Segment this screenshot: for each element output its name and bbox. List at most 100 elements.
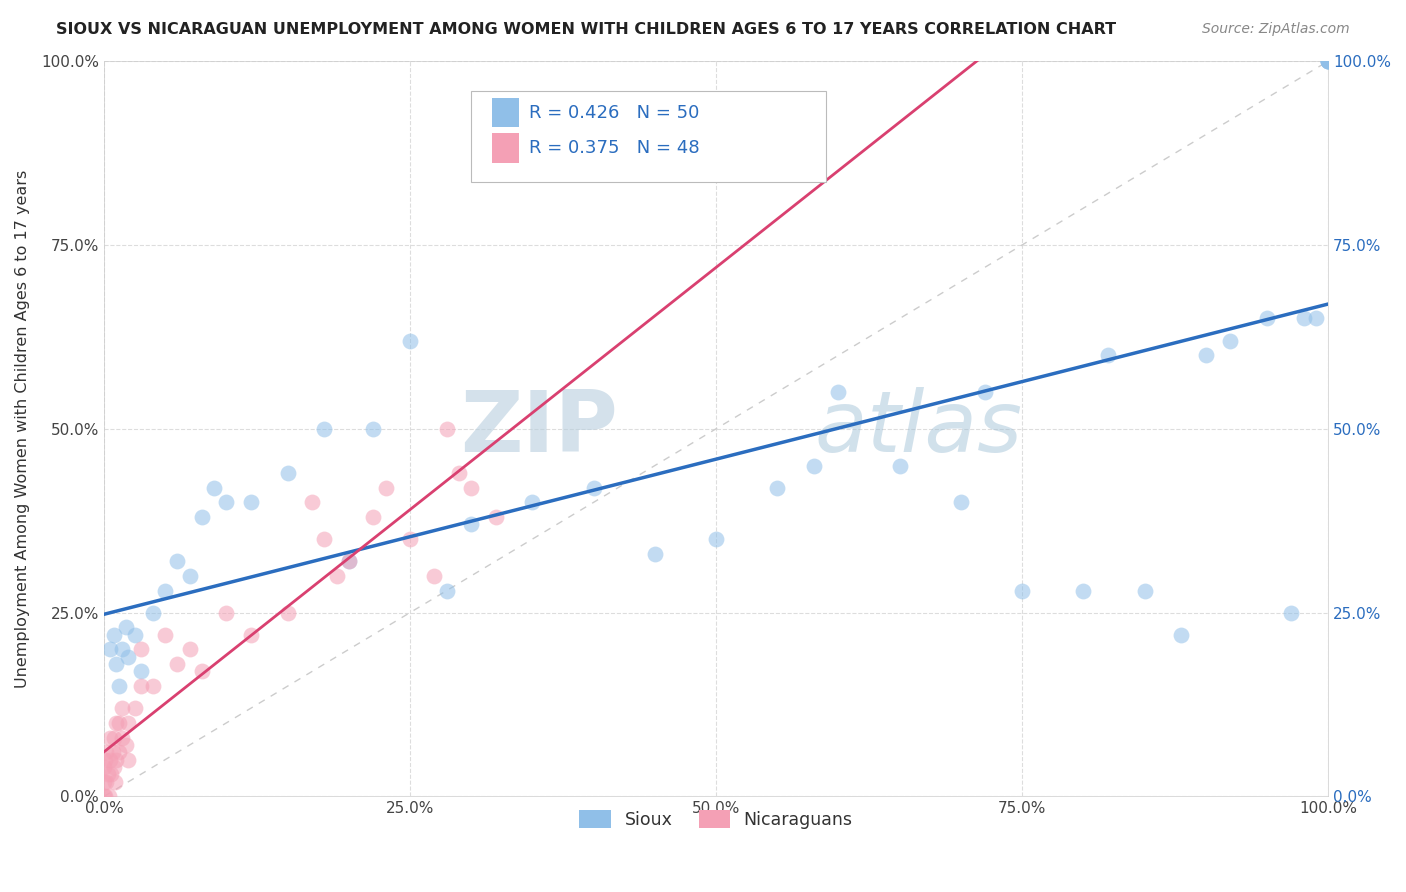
Point — [582, 481, 605, 495]
Point — [107, 715, 129, 730]
Point — [179, 569, 201, 583]
Point — [117, 649, 139, 664]
Point — [1195, 348, 1218, 362]
Point — [277, 466, 299, 480]
Point — [337, 554, 360, 568]
Point — [94, 789, 117, 804]
Text: R = 0.426   N = 50: R = 0.426 N = 50 — [529, 103, 699, 121]
Point — [485, 510, 508, 524]
Point — [1317, 54, 1340, 69]
Point — [301, 495, 323, 509]
Bar — [492, 133, 519, 162]
Point — [129, 679, 152, 693]
Text: ZIP: ZIP — [460, 387, 619, 470]
Point — [124, 628, 146, 642]
Point — [949, 495, 972, 509]
Point — [166, 657, 188, 671]
Point — [1011, 583, 1033, 598]
Point — [974, 384, 997, 399]
Point — [93, 789, 115, 804]
Bar — [492, 98, 519, 128]
Point — [96, 745, 118, 759]
Point — [103, 628, 125, 642]
Point — [98, 642, 121, 657]
Point — [239, 628, 262, 642]
Point — [325, 569, 347, 583]
Point — [111, 731, 134, 745]
Text: R = 0.375   N = 48: R = 0.375 N = 48 — [529, 139, 699, 157]
Point — [105, 715, 128, 730]
Point — [1219, 334, 1241, 348]
Text: atlas: atlas — [814, 387, 1022, 470]
Point — [105, 753, 128, 767]
Point — [129, 642, 152, 657]
Point — [103, 760, 125, 774]
Point — [107, 745, 129, 759]
Legend: Sioux, Nicaraguans: Sioux, Nicaraguans — [572, 803, 859, 836]
Point — [1256, 311, 1278, 326]
Point — [129, 665, 152, 679]
Point — [115, 738, 138, 752]
Point — [1292, 311, 1315, 326]
Point — [1305, 311, 1327, 326]
Point — [105, 657, 128, 671]
Point — [423, 569, 446, 583]
Point — [93, 760, 115, 774]
FancyBboxPatch shape — [471, 91, 827, 183]
Point — [704, 532, 727, 546]
Point — [314, 422, 336, 436]
Point — [98, 753, 121, 767]
Point — [447, 466, 470, 480]
Point — [1317, 54, 1340, 69]
Point — [889, 458, 911, 473]
Point — [522, 495, 544, 509]
Point — [153, 583, 176, 598]
Point — [361, 510, 384, 524]
Point — [166, 554, 188, 568]
Point — [142, 606, 165, 620]
Point — [115, 620, 138, 634]
Point — [399, 532, 422, 546]
Point — [94, 753, 117, 767]
Point — [644, 547, 666, 561]
Point — [1170, 628, 1192, 642]
Point — [1133, 583, 1156, 598]
Point — [98, 731, 121, 745]
Point — [277, 606, 299, 620]
Point — [104, 774, 127, 789]
Point — [117, 753, 139, 767]
Point — [142, 679, 165, 693]
Point — [766, 481, 789, 495]
Point — [460, 481, 482, 495]
Point — [215, 606, 238, 620]
Point — [202, 481, 225, 495]
Point — [93, 774, 115, 789]
Point — [374, 481, 396, 495]
Point — [337, 554, 360, 568]
Point — [96, 774, 118, 789]
Point — [103, 731, 125, 745]
Point — [399, 334, 422, 348]
Point — [827, 384, 849, 399]
Point — [1317, 54, 1340, 69]
Point — [101, 745, 124, 759]
Point — [436, 422, 458, 436]
Point — [97, 789, 120, 804]
Text: SIOUX VS NICARAGUAN UNEMPLOYMENT AMONG WOMEN WITH CHILDREN AGES 6 TO 17 YEARS CO: SIOUX VS NICARAGUAN UNEMPLOYMENT AMONG W… — [56, 22, 1116, 37]
Point — [1097, 348, 1119, 362]
Point — [215, 495, 238, 509]
Point — [111, 701, 134, 715]
Point — [1317, 54, 1340, 69]
Point — [803, 458, 825, 473]
Point — [460, 517, 482, 532]
Point — [361, 422, 384, 436]
Point — [436, 583, 458, 598]
Point — [191, 665, 214, 679]
Y-axis label: Unemployment Among Women with Children Ages 6 to 17 years: Unemployment Among Women with Children A… — [15, 169, 30, 688]
Point — [1281, 606, 1303, 620]
Point — [117, 715, 139, 730]
Point — [153, 628, 176, 642]
Point — [191, 510, 214, 524]
Point — [124, 701, 146, 715]
Point — [107, 679, 129, 693]
